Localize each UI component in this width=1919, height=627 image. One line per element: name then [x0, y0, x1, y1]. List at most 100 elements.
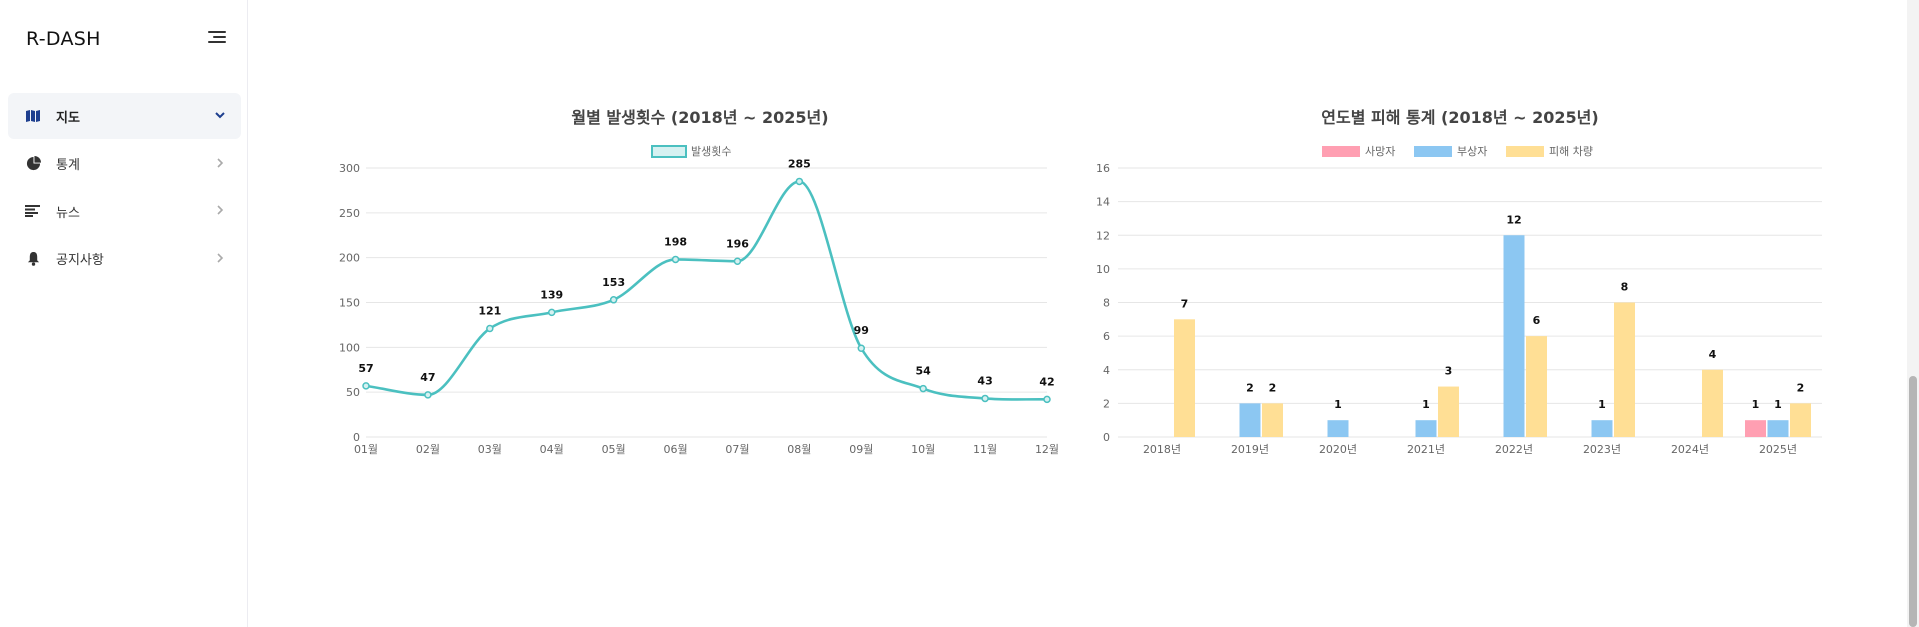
sidebar-item-label: 통계 [56, 158, 80, 173]
bar [1415, 420, 1437, 437]
data-label: 153 [602, 276, 625, 289]
y-tick-label: 200 [339, 252, 360, 265]
data-label: 3 [1445, 365, 1453, 378]
data-label: 6 [1533, 314, 1541, 327]
data-label: 2 [1246, 381, 1254, 394]
x-tick-label: 03월 [478, 443, 502, 456]
data-label: 43 [977, 374, 992, 387]
y-tick-label: 2 [1103, 397, 1110, 410]
sidebar-item-label: 공지사항 [56, 253, 104, 268]
y-tick-label: 12 [1096, 229, 1110, 242]
bell-icon [24, 250, 42, 268]
x-tick-label: 09월 [849, 443, 873, 456]
legend-swatch [1506, 146, 1544, 157]
scrollbar-track[interactable] [1907, 0, 1919, 627]
bar [1767, 420, 1789, 437]
bar [1239, 403, 1261, 437]
data-label: 196 [726, 237, 749, 250]
data-label: 1 [1422, 398, 1430, 411]
sidebar-nav: 지도 통계 뉴스 공지사항 [8, 93, 241, 283]
data-label: 99 [854, 324, 869, 337]
bar [1438, 386, 1459, 437]
x-tick-label: 10월 [911, 443, 935, 456]
series-line [365, 180, 1048, 401]
data-point [362, 382, 370, 390]
x-tick-label: 2018년 [1143, 443, 1181, 456]
x-tick-label: 01월 [354, 443, 378, 456]
y-tick-label: 6 [1103, 330, 1110, 343]
scrollbar-thumb[interactable] [1909, 376, 1917, 627]
x-tick-label: 12월 [1035, 443, 1059, 456]
sidebar-item-notice[interactable]: 공지사항 [8, 236, 241, 282]
bar [1503, 235, 1525, 437]
sidebar-item-label: 지도 [56, 110, 80, 126]
legend-swatch [1322, 146, 1360, 157]
data-point [486, 324, 494, 333]
y-tick-label: 16 [1096, 162, 1110, 175]
bar [1790, 403, 1811, 437]
x-tick-label: 06월 [663, 443, 687, 456]
brand-logo[interactable]: R-DASH [26, 28, 101, 50]
bar [1745, 420, 1766, 437]
x-tick-label: 02월 [416, 443, 440, 456]
data-point [424, 391, 432, 399]
sidebar-item-stats[interactable]: 통계 [8, 141, 241, 187]
x-tick-label: 05월 [602, 443, 626, 456]
sidebar-item-map[interactable]: 지도 [8, 93, 241, 139]
data-label: 57 [358, 362, 373, 375]
legend: 발생횟수 [651, 145, 731, 158]
data-label: 198 [664, 235, 687, 248]
chevron-right-icon[interactable] [213, 251, 227, 265]
data-label: 4 [1709, 348, 1717, 361]
monthly-line-chart[interactable]: 0 50 100 150 200 250 300 01월 02월 03월 04월 05월 06월 07월 0… [320, 100, 1080, 470]
legend-swatch [1414, 146, 1452, 157]
legend-label: 부상자 [1457, 145, 1487, 158]
legend-label: 발생횟수 [691, 145, 731, 158]
data-label: 54 [916, 365, 932, 378]
monthly-chart: 월별 발생횟수 (2018년 ~ 2025년) 0 50 100 150 200 250 3… [320, 100, 1080, 470]
bar [1591, 420, 1613, 437]
data-point [795, 177, 804, 186]
legend-label: 사망자 [1365, 145, 1395, 158]
data-label: 1 [1598, 398, 1606, 411]
x-tick-label: 2022년 [1495, 443, 1533, 456]
data-label: 1 [1334, 398, 1342, 411]
y-tick-label: 14 [1096, 196, 1110, 209]
data-point [857, 344, 866, 352]
data-label: 1 [1774, 398, 1782, 411]
data-label: 12 [1506, 213, 1521, 226]
data-point [671, 255, 680, 264]
data-label: 285 [788, 157, 811, 170]
x-tick-label: 11월 [973, 443, 997, 456]
data-label: 121 [478, 305, 501, 318]
chevron-right-icon[interactable] [213, 156, 227, 170]
menu-toggle-icon[interactable] [206, 29, 226, 45]
y-tick-label: 0 [1103, 431, 1110, 444]
data-point [609, 296, 618, 304]
data-point [919, 384, 927, 393]
y-tick-label: 50 [346, 386, 360, 399]
bar [1614, 302, 1635, 437]
y-tick-label: 4 [1103, 364, 1110, 377]
sidebar-item-news[interactable]: 뉴스 [8, 188, 241, 234]
sidebar: R-DASH 지도 통계 뉴스 [0, 0, 248, 627]
data-label: 139 [540, 288, 563, 301]
data-label: 2 [1269, 381, 1277, 394]
data-label: 8 [1621, 281, 1629, 294]
data-label: 47 [420, 371, 435, 384]
x-tick-label: 2021년 [1407, 443, 1445, 456]
pie-chart-icon [24, 155, 42, 173]
bar [1174, 319, 1195, 437]
bar [1702, 369, 1723, 437]
x-tick-label: 2025년 [1759, 443, 1797, 456]
y-tick-label: 300 [339, 162, 360, 175]
chevron-down-icon[interactable] [213, 108, 227, 122]
bar [1526, 336, 1547, 437]
x-tick-label: 2019년 [1231, 443, 1269, 456]
y-tick-label: 100 [339, 341, 360, 354]
chart-title: 연도별 피해 통계 (2018년 ~ 2025년) [1321, 108, 1599, 127]
data-point [981, 394, 989, 403]
bar [1327, 420, 1349, 437]
chevron-right-icon[interactable] [213, 203, 227, 217]
